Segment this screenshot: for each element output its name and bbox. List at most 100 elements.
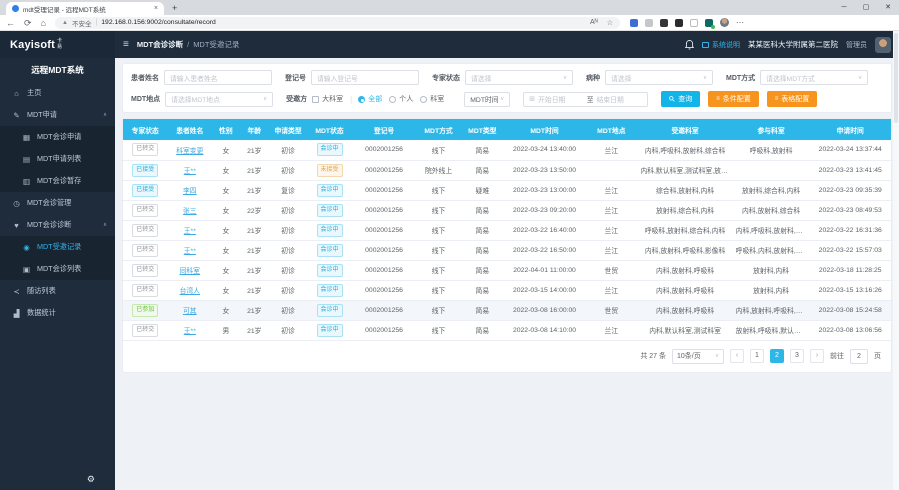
column-header[interactable]: MDT地点 (585, 119, 638, 140)
close-button[interactable]: ✕ (885, 4, 891, 11)
security-label[interactable]: 不安全 (71, 20, 92, 28)
sidebar-item[interactable]: ♥ MDT会诊诊断 ∧ (0, 214, 115, 236)
table-row[interactable]: 已转交 同科室 女 21岁 初诊 会诊中 0002001256 线下 简易 20… (123, 260, 891, 281)
goto-page-input[interactable]: 2 (850, 348, 868, 364)
column-header[interactable]: 年龄 (239, 119, 269, 140)
prev-page-button[interactable]: ‹ (730, 349, 744, 363)
table-row[interactable]: 已接受 李四 女 21岁 复诊 会诊中 0002001256 线下 疑难 202… (123, 180, 891, 201)
column-header[interactable]: MDT时间 (503, 119, 586, 140)
page-size-select[interactable]: 10条/页 ∨ (672, 348, 724, 364)
url-text[interactable]: 192.168.0.156:9002/consultate/record (101, 19, 216, 26)
page-number-button[interactable]: 1 (750, 349, 764, 363)
user-avatar[interactable] (875, 36, 891, 53)
table-row[interactable]: 已转交 王** 女 21岁 初诊 会诊中 0002001256 线下 简易 20… (123, 240, 891, 261)
system-help-link[interactable]: 系统说明 (702, 40, 740, 50)
patient-name-link[interactable]: 王** (183, 248, 196, 255)
patient-name-link[interactable]: 李四 (183, 188, 197, 195)
read-aloud-icon[interactable]: Aᴺ (590, 19, 598, 26)
patient-name-link[interactable]: 同科室 (179, 268, 200, 275)
bell-icon[interactable] (685, 39, 694, 50)
column-header[interactable]: 专家状态 (123, 119, 168, 140)
column-header[interactable]: 性别 (212, 119, 240, 140)
disease-select[interactable]: 请选择 ∨ (605, 70, 713, 85)
settings-gear-icon[interactable]: ⚙ (86, 474, 95, 484)
minimize-button[interactable]: ─ (841, 4, 847, 11)
radio-dept-label[interactable]: 科室 (430, 96, 445, 103)
tab-close-icon[interactable]: × (153, 5, 158, 12)
browser-profile-avatar[interactable] (719, 18, 729, 27)
table-row[interactable]: 已转交 台湾人 女 21岁 初诊 会诊中 0002001256 线下 简易 20… (123, 280, 891, 301)
extension-icon[interactable] (644, 18, 653, 27)
register-no-input[interactable]: 请输入登记号 (311, 70, 419, 85)
sidebar-item[interactable]: ▟ 数据统计 (0, 302, 115, 324)
sidebar-item[interactable]: ▣ MDT会诊列表 (0, 258, 115, 280)
column-header[interactable]: 登记号 (351, 119, 417, 140)
page-number-button[interactable]: 2 (770, 349, 784, 363)
sidebar-item[interactable]: ◉ MDT受邀记录 (0, 236, 115, 258)
extension-icon[interactable] (659, 18, 668, 27)
table-row[interactable]: 已接受 王** 女 21岁 初诊 未接受 0002001256 院外线上 简易 … (123, 160, 891, 181)
patient-name-link[interactable]: 王** (183, 228, 196, 235)
sidebar-item[interactable]: ▦ MDT会诊申请 (0, 126, 115, 148)
breadcrumb-parent[interactable]: MDT会诊诊断 (136, 40, 184, 49)
radio-all-label[interactable]: 全部 (368, 96, 383, 103)
radio-all[interactable] (358, 95, 366, 103)
column-header[interactable]: MDT状态 (307, 119, 352, 140)
radio-personal[interactable] (389, 95, 397, 103)
split-screen-icon[interactable] (689, 18, 698, 27)
column-header[interactable]: MDT方式 (416, 119, 461, 140)
table-row[interactable]: 已转交 张三 女 22岁 初诊 会诊中 0002001256 线下 简易 202… (123, 200, 891, 221)
patient-name-link[interactable]: 可其 (183, 308, 197, 315)
radio-dept[interactable] (420, 95, 428, 103)
patient-name-link[interactable]: 科室变更 (176, 147, 204, 155)
browser-tab[interactable]: mdt受理记录 - 远程MDT系统 × (6, 2, 164, 15)
new-tab-button[interactable]: + (172, 3, 178, 13)
extension-icon[interactable] (674, 18, 683, 27)
extension-icon[interactable] (629, 18, 638, 27)
column-header[interactable]: 受邀科室 (637, 119, 733, 140)
column-header[interactable]: 参与科室 (732, 119, 810, 140)
back-icon[interactable]: ← (6, 17, 15, 28)
patient-name-link[interactable]: 王** (183, 168, 196, 175)
table-row[interactable]: 已转交 王** 女 21岁 初诊 会诊中 0002001256 线下 简易 20… (123, 220, 891, 241)
radio-personal-label[interactable]: 个人 (399, 96, 414, 103)
browser-menu-icon[interactable]: ⋯ (735, 18, 745, 27)
address-bar[interactable]: ▲ 不安全 | 192.168.0.156:9002/consultate/re… (54, 16, 620, 29)
sidebar-item[interactable]: ⌂ 主页 (0, 82, 115, 104)
dept-group-checkbox[interactable] (312, 95, 320, 103)
sidebar-item[interactable]: ✎ MDT申请 ∧ (0, 104, 115, 126)
patient-name-link[interactable]: 王** (183, 328, 196, 335)
sidebar-item[interactable]: ▤ MDT申请列表 (0, 148, 115, 170)
favorite-star-icon[interactable]: ☆ (606, 19, 613, 27)
next-page-button[interactable]: › (810, 349, 824, 363)
patient-name-link[interactable]: 台湾人 (179, 288, 200, 295)
browser-essentials-icon[interactable] (704, 18, 715, 29)
search-button[interactable]: 查询 (661, 91, 701, 107)
scrollbar[interactable] (893, 31, 899, 490)
sidebar-item[interactable]: ◷ MDT会诊管理 (0, 192, 115, 214)
page-number-button[interactable]: 3 (790, 349, 804, 363)
column-header[interactable]: 申请类型 (268, 119, 308, 140)
table-row[interactable]: 已参加 可其 女 21岁 初诊 会诊中 0002001256 线下 简易 202… (123, 300, 891, 321)
sidebar-item[interactable]: ▥ MDT会诊暂存 (0, 170, 115, 192)
mdt-mode-select[interactable]: 请选择MDT方式 ∨ (760, 70, 869, 85)
mdt-time-select[interactable]: MDT时间 ∨ (464, 91, 511, 107)
reload-icon[interactable]: ⟳ (24, 17, 32, 28)
column-header[interactable]: 申请时间 (809, 119, 891, 140)
column-header[interactable]: 患者姓名 (167, 119, 213, 140)
table-row[interactable]: 已转交 王** 男 21岁 初诊 会诊中 0002001256 线下 简易 20… (123, 320, 891, 341)
expert-status-select[interactable]: 请选择 ∨ (465, 70, 573, 85)
table-row[interactable]: 已转交 科室变更 女 21岁 初诊 会诊中 0002001256 线下 简易 2… (123, 140, 891, 161)
collapse-menu-icon[interactable]: ≡ (123, 39, 129, 50)
scrollbar-thumb[interactable] (894, 33, 898, 123)
date-range-input[interactable]: ⊞ 开始日期 至 结束日期 (523, 91, 649, 107)
dept-group-label[interactable]: 大科室 (322, 96, 344, 103)
patient-name-link[interactable]: 张三 (183, 208, 197, 215)
mdt-place-select[interactable]: 请选择MDT地点 ∨ (165, 91, 274, 107)
sidebar-item[interactable]: ≺ 随访列表 (0, 280, 115, 302)
patient-name-input[interactable]: 请输入患者姓名 (164, 70, 272, 85)
maximize-button[interactable]: ▢ (862, 4, 870, 11)
table-config-button[interactable]: ≡ 表格配置 (766, 91, 818, 107)
column-header[interactable]: MDT类型 (460, 119, 504, 140)
home-icon[interactable]: ⌂ (40, 17, 46, 28)
